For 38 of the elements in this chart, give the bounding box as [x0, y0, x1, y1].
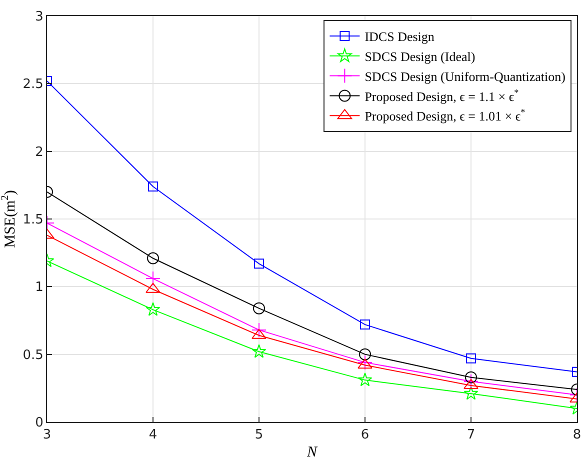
- x-tick-label: 5: [254, 428, 264, 443]
- point: [254, 258, 264, 269]
- point: [252, 322, 266, 338]
- y-tick-label: 2.5: [22, 77, 44, 92]
- y-tick-label: 0.5: [22, 348, 44, 363]
- point: [359, 348, 371, 360]
- x-tick-label: 4: [148, 428, 158, 443]
- legend-label: Proposed Design, ϵ = 1.01 × ϵ$^{*}$: [364, 107, 526, 124]
- y-tick-label: 3: [35, 10, 44, 25]
- point: [464, 386, 478, 400]
- legend-label: SDCS Design (Uniform-Quantization): [364, 68, 566, 84]
- point: [464, 374, 478, 389]
- x-tick-label: 6: [360, 428, 370, 443]
- point: [253, 302, 265, 314]
- x-tick-label: 7: [466, 428, 476, 443]
- y-tick-label: 1: [35, 280, 44, 296]
- legend-label: IDCS Design: [364, 29, 435, 44]
- point: [466, 353, 476, 364]
- point: [465, 371, 477, 384]
- point: [358, 358, 372, 369]
- point: [464, 378, 478, 389]
- x-tick-label: 8: [572, 428, 582, 443]
- y-tick-label: 1.5: [22, 212, 44, 228]
- point: [146, 271, 160, 286]
- point: [148, 182, 158, 192]
- point: [146, 302, 160, 316]
- legend-label: SDCS Design (Ideal): [364, 48, 476, 64]
- point: [252, 344, 266, 358]
- point: [146, 282, 160, 293]
- point: [360, 320, 370, 330]
- point: [358, 372, 372, 386]
- point: [147, 252, 159, 264]
- y-tick-label: 2: [35, 144, 44, 160]
- legend-label: Proposed Design, ϵ = 1.1 × ϵ$^{*}$: [364, 87, 520, 104]
- point: [358, 354, 372, 370]
- point: [252, 328, 266, 339]
- y-tick-label: 0: [35, 416, 44, 431]
- x-axis-title: N: [306, 444, 318, 461]
